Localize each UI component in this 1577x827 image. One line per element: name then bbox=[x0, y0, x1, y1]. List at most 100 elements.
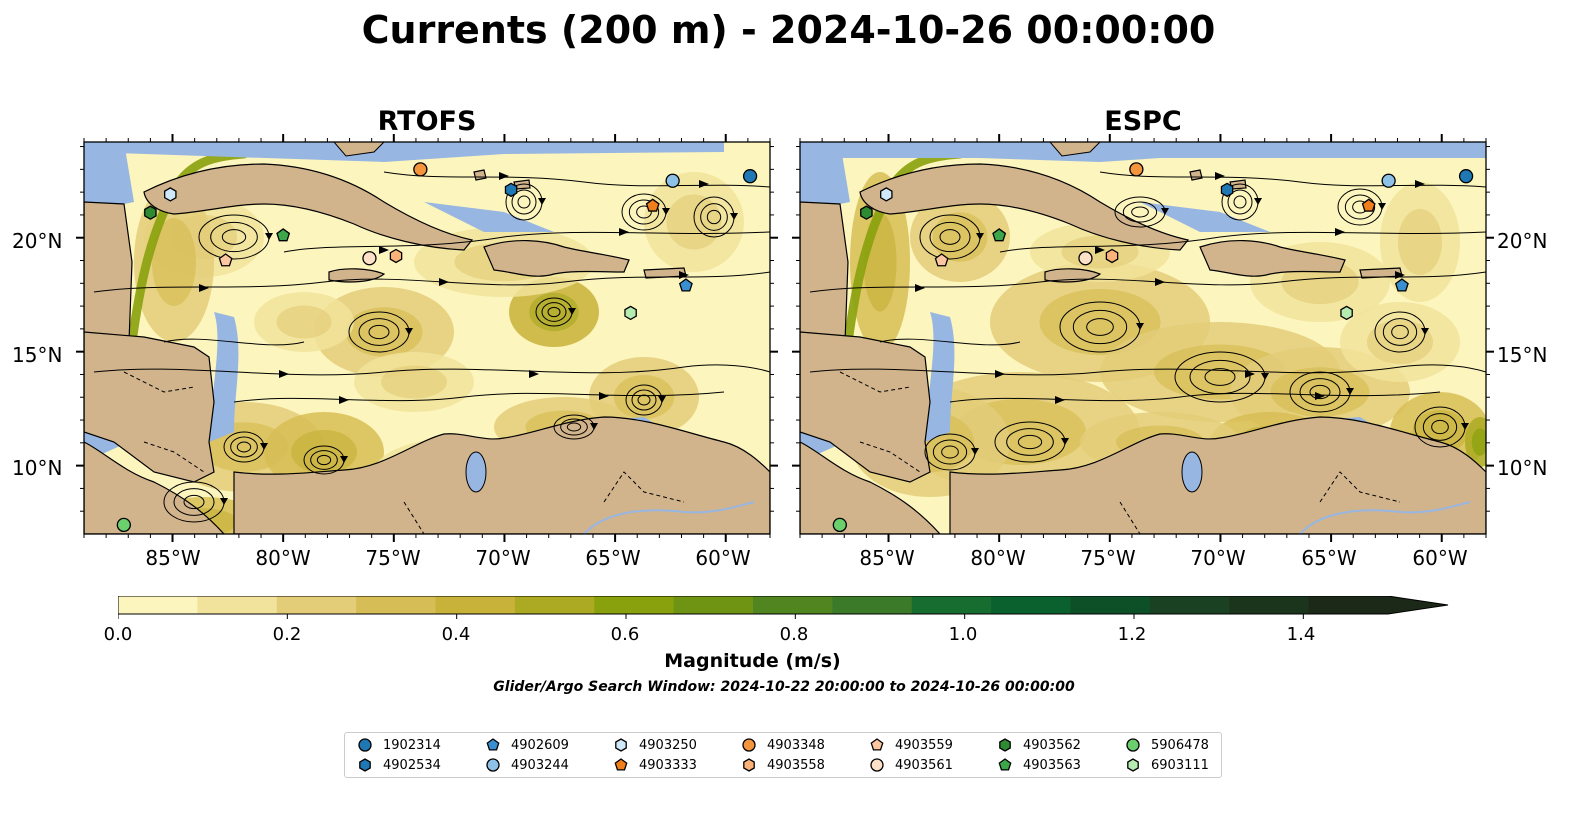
flow-arrow bbox=[279, 370, 289, 378]
legend-marker bbox=[615, 738, 627, 752]
colorbar-tick: 0.0 bbox=[103, 624, 133, 645]
eddy-streamline bbox=[547, 306, 561, 318]
float-marker-4903559 bbox=[218, 253, 233, 267]
eddy-streamline bbox=[511, 189, 537, 215]
float-marker-4903348 bbox=[413, 162, 428, 177]
colorbar-outline bbox=[118, 596, 1449, 615]
flow-arrow bbox=[529, 370, 539, 378]
eddy-streamline bbox=[316, 454, 332, 466]
legend-item: 1902314 bbox=[357, 736, 441, 754]
legend-label: 6903111 bbox=[1151, 757, 1209, 773]
legend-item: 4903558 bbox=[741, 756, 825, 774]
float-marker-4903333 bbox=[1361, 198, 1376, 212]
flow-streamline bbox=[93, 364, 770, 376]
colorbar-tick: 0.6 bbox=[610, 624, 640, 645]
legend-label: 4902609 bbox=[511, 737, 569, 753]
float-marker-4903558 bbox=[1105, 248, 1119, 264]
colorbar-segment bbox=[673, 596, 754, 614]
legend-marker bbox=[870, 758, 884, 772]
legend-label: 4903562 bbox=[1023, 737, 1081, 753]
eddy-streamline bbox=[1309, 384, 1331, 400]
eddy-streamline bbox=[628, 199, 660, 225]
country-border bbox=[1319, 471, 1401, 503]
rtofs-map-panel bbox=[76, 134, 778, 542]
legend-marker bbox=[999, 738, 1011, 752]
shallow-water bbox=[424, 202, 554, 232]
float-legend: 1902314 4902534 4902609 4903244 4903250 49033… bbox=[344, 732, 1222, 778]
colorbar-tick: 1.2 bbox=[1117, 624, 1147, 645]
legend-label: 4903348 bbox=[767, 737, 825, 753]
flow-arrow bbox=[1061, 438, 1069, 445]
eddy-streamline bbox=[1227, 189, 1253, 215]
land-mass bbox=[333, 142, 385, 157]
float-marker-4903244 bbox=[1381, 173, 1396, 188]
float-marker-6903111 bbox=[624, 305, 637, 321]
flow-arrow bbox=[439, 278, 449, 286]
legend-marker bbox=[742, 738, 756, 752]
speed-patch bbox=[1398, 209, 1442, 275]
legend-item: 4903559 bbox=[869, 736, 953, 754]
colorbar-segment bbox=[435, 596, 516, 614]
float-marker-1902314 bbox=[742, 169, 758, 184]
flow-arrow bbox=[1095, 246, 1105, 254]
land-mass bbox=[84, 441, 225, 534]
shallow-water bbox=[1140, 202, 1270, 232]
flow-arrow bbox=[662, 208, 670, 215]
flow-arrow bbox=[1136, 323, 1144, 330]
eddy-streamline bbox=[631, 389, 657, 411]
flow-arrow bbox=[1155, 278, 1165, 286]
float-marker-1902314 bbox=[1458, 169, 1474, 184]
colorbar-segment bbox=[753, 596, 833, 614]
panel-title-espc: ESPC bbox=[1104, 106, 1182, 137]
shallow-water bbox=[209, 312, 239, 442]
flow-arrow bbox=[971, 448, 979, 455]
colorbar-tick: 1.0 bbox=[948, 624, 978, 645]
legend-label: 1902314 bbox=[383, 737, 441, 753]
float-marker-4903558 bbox=[389, 248, 403, 264]
flow-arrow bbox=[260, 443, 268, 450]
lon-label-65w-rtofs: 65°W bbox=[585, 546, 641, 570]
legend-label: 4903559 bbox=[895, 737, 953, 753]
eddy-streamline bbox=[368, 324, 390, 340]
lon-label-85w-espc: 85°W bbox=[859, 546, 915, 570]
eddy-streamline bbox=[1072, 309, 1128, 345]
land-mass bbox=[1049, 142, 1101, 157]
float-marker-4903250 bbox=[164, 187, 177, 202]
colorbar-segment bbox=[356, 596, 436, 614]
speed-patch bbox=[345, 307, 423, 357]
eddy-streamline bbox=[939, 229, 961, 245]
pentagon-marker-icon bbox=[998, 758, 1012, 771]
float-marker-4903561 bbox=[1078, 251, 1093, 266]
legend-label: 4903244 bbox=[511, 757, 569, 773]
legend-item: 5906478 bbox=[1125, 736, 1209, 754]
shallow-water bbox=[84, 142, 134, 212]
speed-patch bbox=[1471, 428, 1486, 456]
colorbar-tick: 0.4 bbox=[441, 624, 471, 645]
land-mass bbox=[859, 163, 1190, 251]
float-marker-4903348 bbox=[1129, 162, 1144, 177]
lat-label-20n-left: 20°N bbox=[12, 229, 63, 253]
flow-arrow bbox=[340, 456, 348, 463]
eddy-streamline bbox=[173, 488, 215, 516]
river bbox=[1299, 501, 1471, 534]
eddy-streamline bbox=[560, 418, 588, 436]
circle-marker-icon bbox=[486, 758, 500, 772]
country-border bbox=[859, 441, 921, 473]
colorbar-segment bbox=[1149, 596, 1230, 614]
lat-label-10n-right: 10°N bbox=[1497, 456, 1548, 480]
speed-patch bbox=[291, 430, 357, 474]
flow-arrow bbox=[1245, 370, 1255, 378]
colorbar-label: Magnitude (m/s) bbox=[664, 650, 841, 672]
float-marker-4903561 bbox=[362, 251, 377, 266]
eddy-streamline bbox=[1131, 206, 1149, 218]
country-border bbox=[123, 371, 195, 393]
flow-streamline bbox=[233, 391, 725, 403]
float-marker-4903563 bbox=[276, 228, 291, 242]
legend-marker bbox=[358, 738, 372, 752]
flow-arrow bbox=[1335, 228, 1345, 236]
colorbar-segment bbox=[594, 596, 675, 614]
flow-arrow bbox=[1461, 423, 1469, 430]
float-marker-4903333 bbox=[645, 198, 660, 212]
legend-item: 4903563 bbox=[997, 756, 1081, 774]
eddy-streamline bbox=[517, 195, 531, 209]
